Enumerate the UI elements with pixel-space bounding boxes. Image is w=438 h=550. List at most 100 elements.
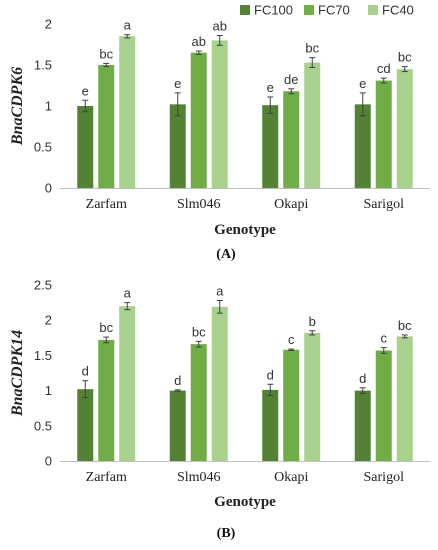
y-axis-title: BnaCDPK14: [9, 330, 26, 417]
significance-label: c: [381, 331, 388, 346]
error-bar: [288, 88, 295, 95]
error-bar: [174, 389, 181, 392]
error-bar: [380, 347, 387, 354]
bar-fc70: [283, 349, 300, 461]
panel-label: (B): [217, 526, 236, 541]
x-category-label: Slm046: [177, 470, 221, 485]
y-tick-label: 2: [45, 313, 52, 328]
error-bar: [359, 92, 366, 117]
x-category-label: Okapi: [274, 197, 308, 212]
error-bar: [195, 50, 202, 55]
bar-fc40: [304, 332, 321, 461]
y-tick-label: 0: [45, 181, 52, 196]
significance-label: bc: [398, 318, 412, 333]
legend-item-fc70: FC70: [304, 3, 350, 18]
bar-fc70: [190, 344, 207, 461]
legend: FC100 FC70 FC40: [240, 3, 414, 18]
significance-label: ab: [213, 18, 227, 33]
legend-label: FC70: [318, 3, 350, 18]
significance-label: bc: [305, 41, 319, 56]
x-category-label: Zarfam: [86, 197, 127, 212]
bar-fc40: [396, 69, 413, 188]
bar-fc70: [375, 80, 392, 188]
y-tick-label: 2: [45, 17, 52, 32]
x-axis-title: Genotype: [214, 222, 276, 238]
significance-label: e: [359, 76, 366, 91]
bar-fc40: [211, 40, 228, 189]
significance-label: bc: [99, 46, 113, 61]
bar-fc70: [190, 52, 207, 189]
x-category-label: Zarfam: [86, 470, 127, 485]
error-bar: [401, 66, 408, 73]
error-bar: [401, 334, 408, 339]
bar-fc100: [77, 106, 94, 188]
bar-fc40: [304, 62, 321, 188]
error-bar: [309, 57, 316, 68]
significance-label: bc: [99, 320, 113, 335]
legend-item-fc100: FC100: [240, 3, 293, 18]
error-bar: [82, 380, 89, 399]
bar-fc100: [354, 104, 371, 188]
error-bar: [216, 299, 223, 314]
y-tick-label: 2.5: [34, 278, 52, 293]
significance-label: de: [284, 72, 298, 87]
bar-fc100: [169, 104, 186, 188]
bar-fc70: [98, 339, 115, 461]
error-bar: [195, 340, 202, 348]
significance-label: e: [174, 76, 181, 91]
error-bar: [174, 92, 181, 117]
bar-fc100: [262, 105, 279, 188]
error-bar: [380, 77, 387, 84]
significance-label: ab: [192, 34, 206, 49]
significance-label: a: [124, 18, 132, 33]
bar-fc70: [283, 91, 300, 188]
y-tick-label: 1.5: [34, 58, 52, 73]
error-bar: [103, 62, 110, 68]
bar-fc100: [354, 390, 371, 461]
significance-label: b: [309, 314, 316, 329]
x-category-label: Okapi: [274, 470, 308, 485]
y-tick-label: 1: [45, 99, 52, 114]
panel-label: (A): [216, 247, 236, 262]
chart-panel-b: 0 0.5 1 1.5 2 2.5 Zarfam Slm046 Okapi Sarigol d d d d…: [9, 278, 430, 541]
error-bar: [309, 330, 316, 336]
error-bar: [124, 302, 131, 311]
significance-label: d: [267, 367, 274, 382]
bar-fc100: [77, 389, 94, 461]
error-bar: [216, 34, 223, 46]
significance-label: d: [174, 373, 181, 388]
bar-fc100: [262, 389, 279, 461]
significance-label: c: [288, 332, 295, 347]
legend-label: FC40: [382, 3, 414, 18]
x-axis-title: Genotype: [214, 494, 276, 510]
x-category-label: Sarigol: [364, 197, 405, 212]
y-tick-label: 0.5: [34, 418, 52, 433]
significance-label: bc: [398, 50, 412, 65]
x-category-label: Sarigol: [364, 470, 405, 485]
y-axis-title: BnaCDPK6: [9, 67, 26, 146]
error-bar: [288, 348, 295, 351]
bar-fc40: [211, 306, 228, 461]
bar-fc70: [98, 65, 115, 188]
error-bar: [359, 387, 366, 394]
bar-fc100: [169, 390, 186, 461]
significance-label: e: [267, 80, 274, 95]
legend-swatch: [304, 5, 314, 15]
bar-fc40: [396, 336, 413, 461]
y-tick-label: 1: [45, 383, 52, 398]
error-bar: [267, 383, 274, 397]
significance-label: e: [82, 83, 89, 98]
significance-label: a: [124, 286, 132, 301]
bar-fc40: [119, 306, 136, 461]
bar-fc40: [119, 36, 136, 188]
legend-swatch: [240, 5, 250, 15]
error-bar: [82, 99, 89, 113]
significance-label: d: [82, 364, 89, 379]
significance-label: cd: [377, 61, 391, 76]
y-tick-label: 1.5: [34, 348, 52, 363]
error-bar: [103, 336, 110, 344]
legend-item-fc40: FC40: [368, 3, 414, 18]
x-category-label: Slm046: [177, 197, 221, 212]
y-tick-label: 0.5: [34, 140, 52, 155]
